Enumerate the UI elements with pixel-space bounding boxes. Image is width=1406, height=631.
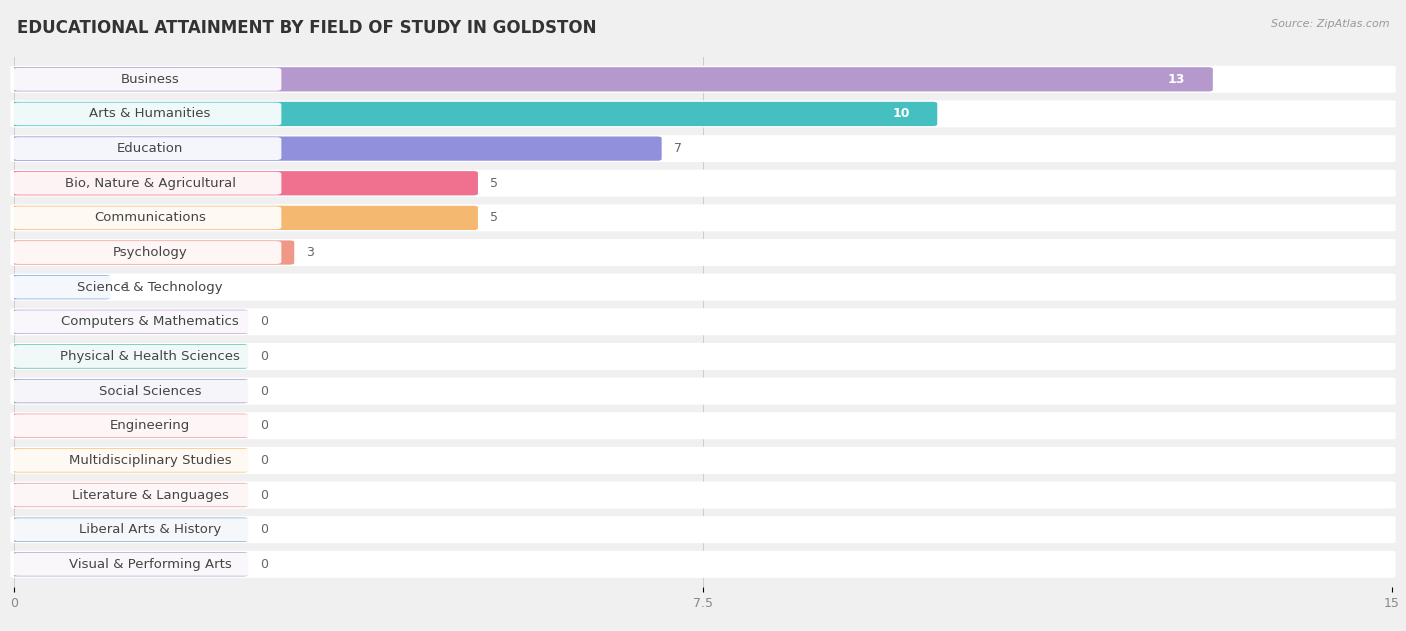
Text: 0: 0 bbox=[260, 454, 269, 467]
Text: 13: 13 bbox=[1168, 73, 1185, 86]
Text: Source: ZipAtlas.com: Source: ZipAtlas.com bbox=[1271, 19, 1389, 29]
Text: 0: 0 bbox=[260, 350, 269, 363]
Text: Visual & Performing Arts: Visual & Performing Arts bbox=[69, 558, 232, 571]
Text: 5: 5 bbox=[489, 211, 498, 225]
FancyBboxPatch shape bbox=[10, 67, 1213, 91]
Text: Business: Business bbox=[121, 73, 180, 86]
FancyBboxPatch shape bbox=[10, 66, 1396, 93]
FancyBboxPatch shape bbox=[10, 517, 249, 542]
Text: Education: Education bbox=[117, 142, 183, 155]
Text: Bio, Nature & Agricultural: Bio, Nature & Agricultural bbox=[65, 177, 236, 190]
FancyBboxPatch shape bbox=[10, 170, 1396, 197]
FancyBboxPatch shape bbox=[13, 206, 281, 229]
Text: Physical & Health Sciences: Physical & Health Sciences bbox=[60, 350, 240, 363]
Text: Multidisciplinary Studies: Multidisciplinary Studies bbox=[69, 454, 232, 467]
FancyBboxPatch shape bbox=[10, 413, 249, 438]
FancyBboxPatch shape bbox=[13, 345, 281, 368]
FancyBboxPatch shape bbox=[13, 68, 281, 91]
FancyBboxPatch shape bbox=[13, 276, 281, 298]
FancyBboxPatch shape bbox=[10, 343, 1396, 370]
Text: 1: 1 bbox=[122, 281, 131, 293]
FancyBboxPatch shape bbox=[13, 553, 281, 575]
FancyBboxPatch shape bbox=[10, 135, 1396, 162]
FancyBboxPatch shape bbox=[13, 310, 281, 333]
Text: Computers & Mathematics: Computers & Mathematics bbox=[60, 316, 239, 328]
FancyBboxPatch shape bbox=[10, 481, 1396, 509]
Text: 5: 5 bbox=[489, 177, 498, 190]
FancyBboxPatch shape bbox=[10, 136, 662, 161]
FancyBboxPatch shape bbox=[13, 483, 281, 507]
FancyBboxPatch shape bbox=[13, 415, 281, 437]
Text: Science & Technology: Science & Technology bbox=[77, 281, 222, 293]
FancyBboxPatch shape bbox=[10, 171, 478, 196]
FancyBboxPatch shape bbox=[10, 239, 1396, 266]
FancyBboxPatch shape bbox=[10, 345, 249, 369]
FancyBboxPatch shape bbox=[10, 448, 249, 473]
FancyBboxPatch shape bbox=[10, 447, 1396, 474]
Text: 0: 0 bbox=[260, 558, 269, 571]
Text: 0: 0 bbox=[260, 316, 269, 328]
FancyBboxPatch shape bbox=[10, 377, 1396, 404]
FancyBboxPatch shape bbox=[10, 274, 1396, 301]
FancyBboxPatch shape bbox=[13, 172, 281, 195]
Text: Psychology: Psychology bbox=[112, 246, 187, 259]
Text: 0: 0 bbox=[260, 419, 269, 432]
FancyBboxPatch shape bbox=[10, 516, 1396, 543]
FancyBboxPatch shape bbox=[10, 100, 1396, 127]
Text: Liberal Arts & History: Liberal Arts & History bbox=[79, 523, 221, 536]
FancyBboxPatch shape bbox=[10, 102, 938, 126]
FancyBboxPatch shape bbox=[13, 102, 281, 126]
Text: 7: 7 bbox=[673, 142, 682, 155]
Text: 0: 0 bbox=[260, 523, 269, 536]
FancyBboxPatch shape bbox=[10, 309, 1396, 335]
Text: Literature & Languages: Literature & Languages bbox=[72, 488, 228, 502]
FancyBboxPatch shape bbox=[10, 310, 249, 334]
Text: Engineering: Engineering bbox=[110, 419, 190, 432]
FancyBboxPatch shape bbox=[10, 206, 478, 230]
FancyBboxPatch shape bbox=[10, 240, 294, 264]
FancyBboxPatch shape bbox=[10, 379, 249, 403]
Text: 3: 3 bbox=[307, 246, 314, 259]
FancyBboxPatch shape bbox=[10, 483, 249, 507]
Text: 10: 10 bbox=[893, 107, 910, 121]
Text: Social Sciences: Social Sciences bbox=[98, 385, 201, 398]
FancyBboxPatch shape bbox=[13, 518, 281, 541]
FancyBboxPatch shape bbox=[13, 380, 281, 403]
Text: EDUCATIONAL ATTAINMENT BY FIELD OF STUDY IN GOLDSTON: EDUCATIONAL ATTAINMENT BY FIELD OF STUDY… bbox=[17, 19, 596, 37]
FancyBboxPatch shape bbox=[10, 204, 1396, 232]
Text: 0: 0 bbox=[260, 488, 269, 502]
FancyBboxPatch shape bbox=[10, 551, 1396, 578]
FancyBboxPatch shape bbox=[10, 412, 1396, 439]
FancyBboxPatch shape bbox=[13, 449, 281, 472]
FancyBboxPatch shape bbox=[10, 275, 111, 299]
FancyBboxPatch shape bbox=[10, 552, 249, 577]
FancyBboxPatch shape bbox=[13, 241, 281, 264]
Text: 0: 0 bbox=[260, 385, 269, 398]
Text: Communications: Communications bbox=[94, 211, 205, 225]
Text: Arts & Humanities: Arts & Humanities bbox=[90, 107, 211, 121]
FancyBboxPatch shape bbox=[13, 137, 281, 160]
